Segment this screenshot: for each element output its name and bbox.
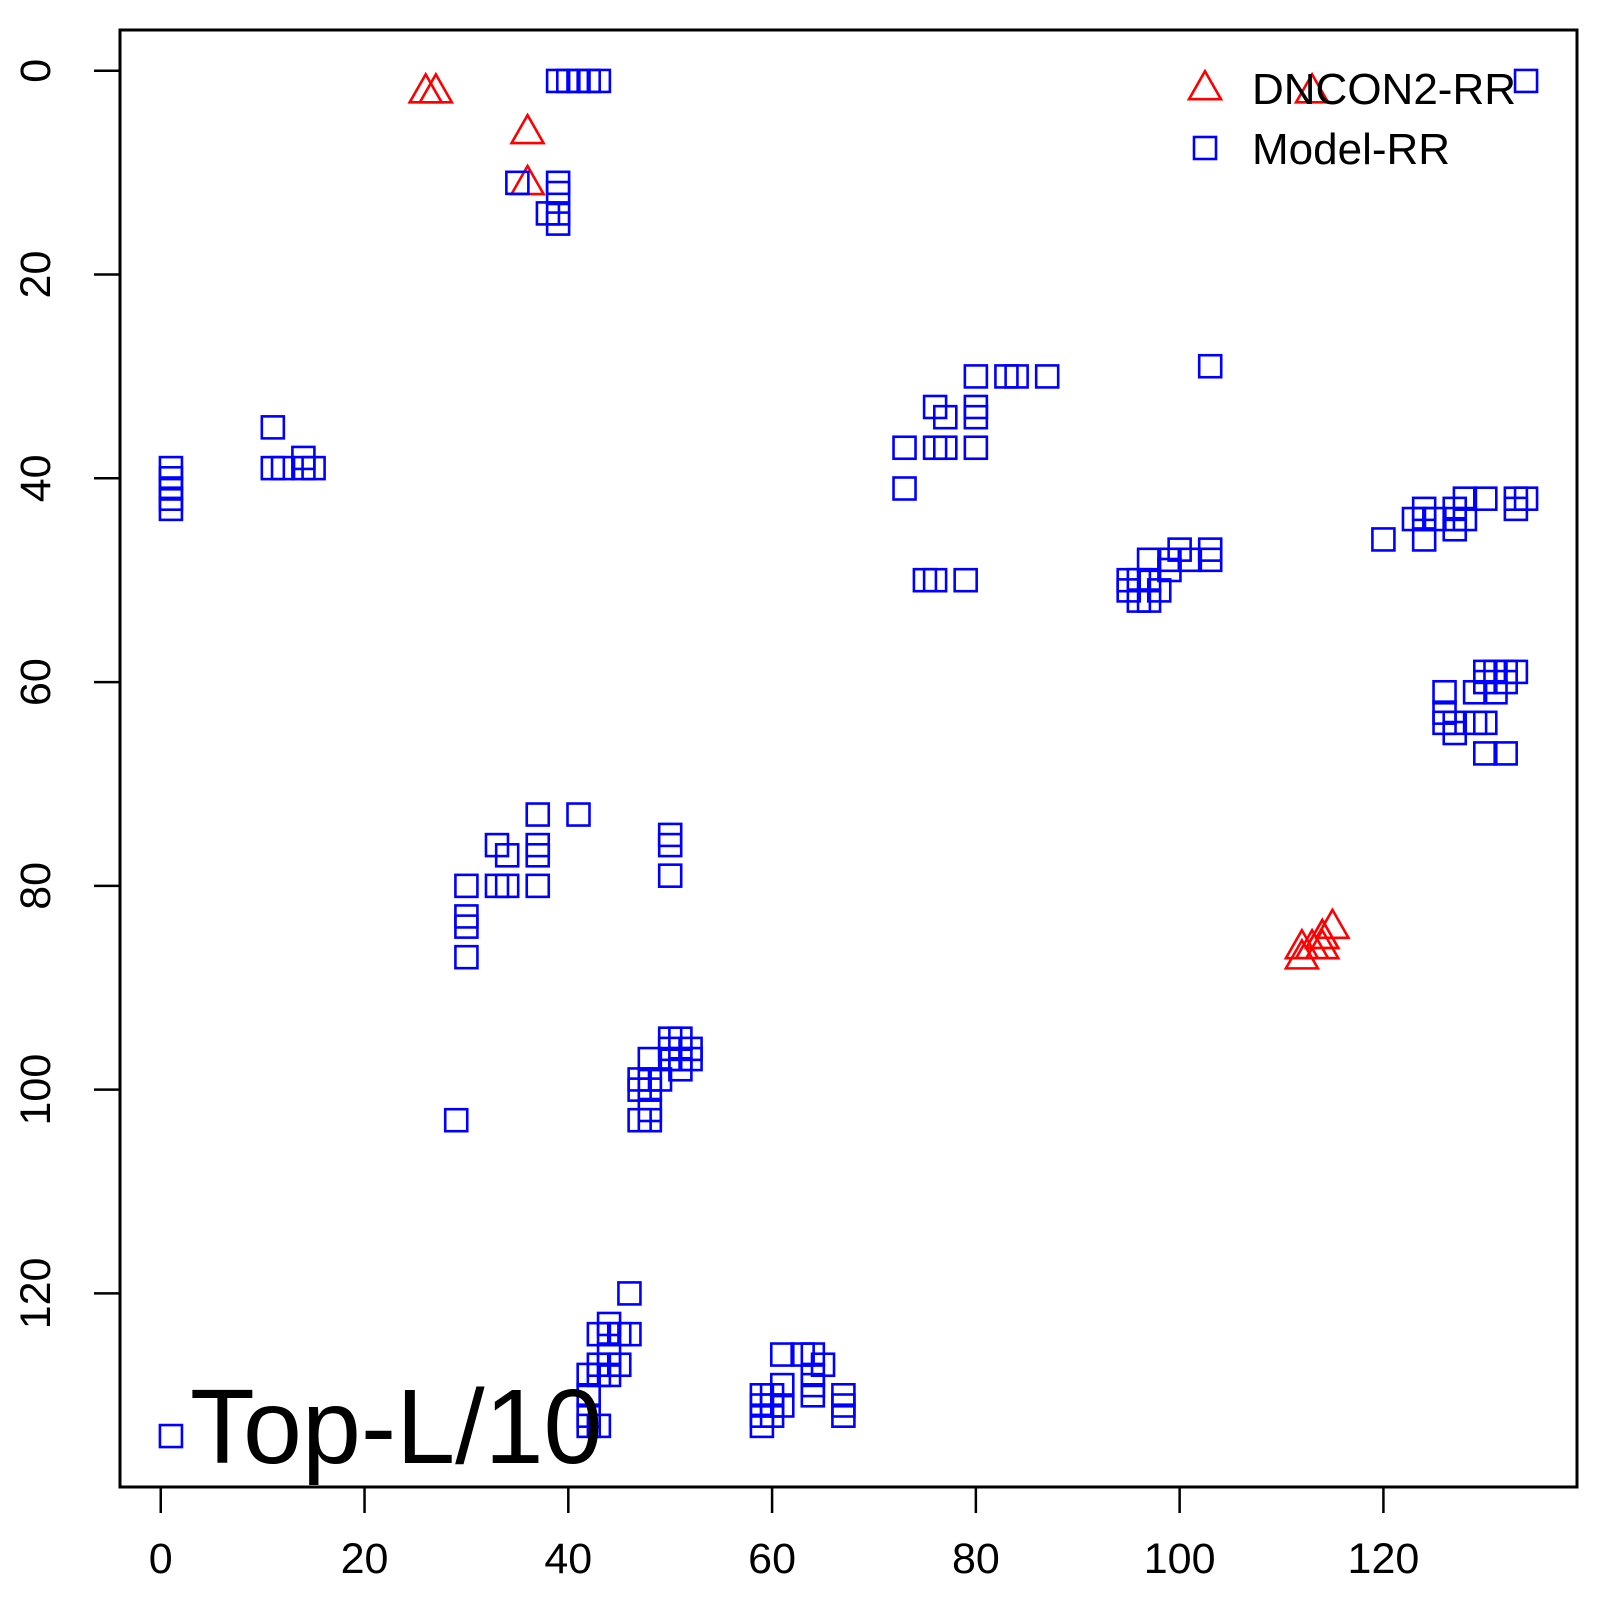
data-point [1177, 547, 1203, 573]
data-point [953, 567, 978, 593]
data-point [637, 1046, 663, 1072]
data-point [892, 476, 917, 501]
legend-marker-1 [1186, 68, 1224, 101]
data-point [301, 455, 326, 481]
data-point [417, 71, 455, 104]
legend-marker-2 [1192, 135, 1218, 161]
data-point [494, 842, 520, 868]
x-axis: 0 20 40 60 80 100 120 [149, 1485, 1420, 1583]
data-point [1004, 364, 1029, 389]
data-point [576, 1362, 601, 1388]
data-point [525, 802, 551, 827]
data-point [576, 1383, 601, 1408]
data-point [454, 873, 479, 899]
data-point [1371, 527, 1396, 552]
y-tick-label: 40 [12, 454, 60, 502]
data-point [158, 496, 184, 522]
data-point [1452, 506, 1478, 532]
x-tick-label: 80 [952, 1535, 1000, 1583]
x-tick-label: 40 [544, 1535, 592, 1583]
data-point [637, 1097, 663, 1123]
annotation-text: Top-L/10 [190, 1368, 603, 1486]
x-tick-label: 60 [748, 1535, 796, 1583]
data-point [759, 1393, 785, 1418]
data-point [800, 1383, 826, 1408]
data-point [260, 415, 286, 440]
data-point [617, 1321, 642, 1347]
data-point [1473, 710, 1498, 736]
data-point [932, 404, 958, 430]
x-tick-label: 100 [1144, 1535, 1216, 1583]
plot-frame [118, 28, 1579, 1489]
data-point [1513, 486, 1539, 511]
data-point [769, 1342, 795, 1367]
data-point [1411, 527, 1437, 552]
data-point [963, 435, 989, 461]
x-tick-label: 20 [341, 1535, 389, 1583]
data-point [509, 112, 546, 145]
series-2 [158, 68, 1539, 1449]
data-point [1452, 486, 1478, 511]
legend-label-2: Model-RR [1252, 125, 1450, 174]
data-point [922, 567, 948, 593]
data-point [545, 211, 571, 236]
data-point [505, 170, 530, 196]
data-point [1473, 486, 1498, 511]
data-point [1432, 679, 1457, 705]
data-point [586, 68, 612, 94]
data-point [525, 842, 551, 868]
data-point [1136, 547, 1162, 573]
data-point [657, 832, 683, 858]
data-marks [158, 68, 1539, 1449]
data-point [454, 944, 479, 970]
y-tick-label: 0 [12, 59, 60, 83]
data-point [1473, 741, 1498, 766]
data-point [657, 863, 683, 888]
data-point [1304, 927, 1341, 960]
data-point [454, 914, 479, 939]
data-point [1304, 917, 1341, 950]
data-point [932, 435, 958, 461]
y-tick-label: 120 [12, 1258, 60, 1330]
data-point [566, 802, 591, 827]
x-tick-label: 0 [149, 1535, 173, 1583]
data-point [1197, 353, 1223, 379]
y-tick-label: 100 [12, 1054, 60, 1126]
y-tick-label: 20 [12, 251, 60, 299]
y-tick-label: 80 [12, 862, 60, 910]
y-tick-label: 60 [12, 658, 60, 706]
data-point [443, 1107, 469, 1133]
data-point [892, 435, 917, 461]
data-point [525, 873, 551, 899]
legend-label-1: DNCON2-RR [1252, 65, 1516, 114]
data-point [617, 1281, 642, 1306]
data-point [1197, 547, 1223, 573]
data-point [494, 873, 520, 899]
data-point [963, 364, 989, 389]
y-axis: 0 20 40 60 80 100 120 [12, 59, 122, 1330]
data-point [1034, 364, 1060, 389]
legend: DNCON2-RR Model-RR [1186, 65, 1516, 174]
data-point [1503, 659, 1529, 685]
data-point [586, 1413, 612, 1439]
data-point [1293, 71, 1331, 104]
data-point [158, 1423, 184, 1449]
data-point [1493, 741, 1518, 766]
data-point [831, 1403, 856, 1428]
data-point [963, 404, 989, 430]
series-1 [407, 71, 1351, 970]
data-point [1136, 588, 1162, 613]
x-tick-label: 120 [1348, 1535, 1420, 1583]
data-point [657, 1036, 683, 1062]
data-point [1513, 68, 1539, 94]
